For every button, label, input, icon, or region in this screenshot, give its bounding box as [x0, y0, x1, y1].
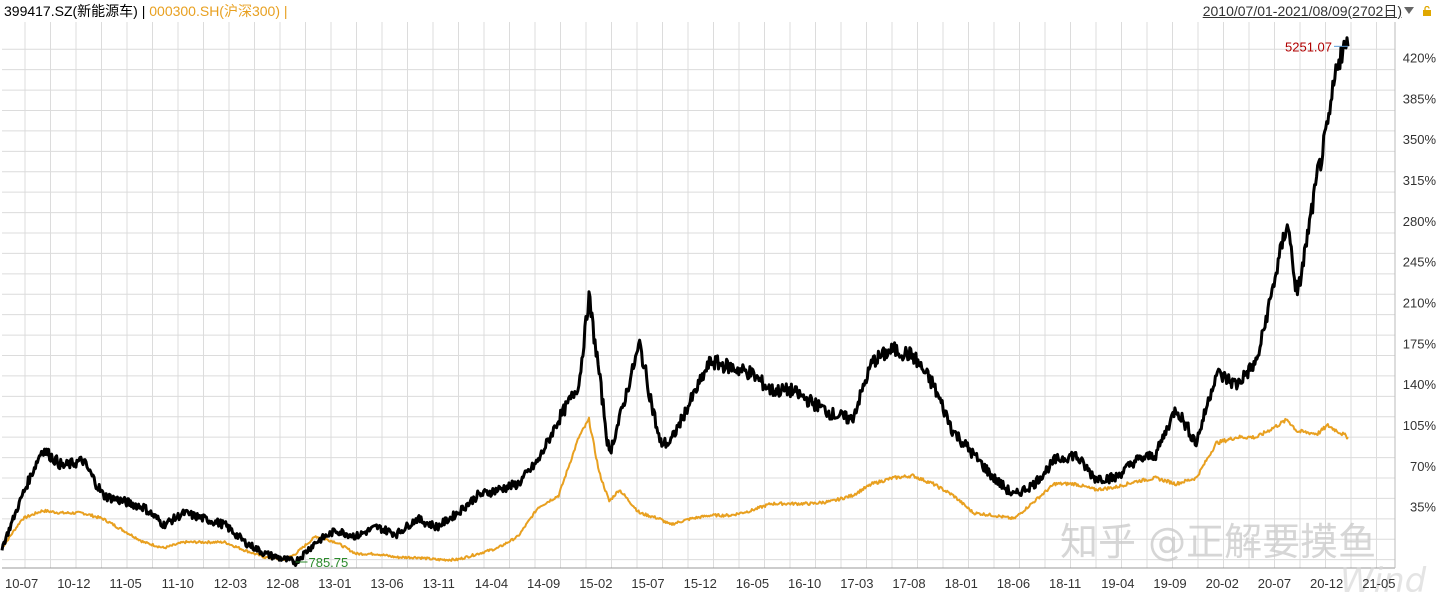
date-range-selector[interactable]: 2010/07/01-2021/08/09(2702日)	[1202, 3, 1402, 19]
y-tick-label: 385%	[1403, 91, 1437, 106]
legend-series-b[interactable]: 000300.SH(沪深300)	[149, 3, 280, 19]
x-tick-label: 11-05	[109, 576, 141, 591]
watermark: 知乎 @正解要摸鱼 Wind	[1060, 520, 1427, 598]
y-tick-label: 105%	[1403, 418, 1437, 433]
series-line-csi300	[1, 416, 1349, 562]
watermark-brand: Wind	[1340, 561, 1427, 598]
x-tick-label: 18-11	[1049, 576, 1081, 591]
x-tick-label: 12-03	[214, 576, 247, 591]
x-tick-label: 20-07	[1258, 576, 1291, 591]
series-legend: 399417.SZ(新能源车) | 000300.SH(沪深300) |	[4, 0, 288, 22]
y-tick-label: 280%	[1403, 214, 1437, 229]
x-tick-label: 15-07	[631, 576, 664, 591]
x-tick-label: 13-06	[370, 576, 403, 591]
y-tick-label: 245%	[1403, 255, 1437, 270]
x-tick-label: 19-09	[1153, 576, 1186, 591]
series-line-new-energy	[0, 36, 1350, 567]
x-tick-label: 16-05	[736, 576, 769, 591]
x-tick-label: 11-10	[162, 576, 194, 591]
chevron-down-icon[interactable]	[1404, 7, 1414, 14]
lock-icon[interactable]	[1422, 6, 1432, 16]
chart-header: 399417.SZ(新能源车) | 000300.SH(沪深300) | 201…	[0, 0, 1440, 22]
x-tick-label: 13-01	[318, 576, 351, 591]
x-tick-label: 10-12	[57, 576, 90, 591]
x-tick-label: 10-07	[5, 576, 38, 591]
y-tick-label: 175%	[1403, 336, 1437, 351]
x-tick-label: 20-02	[1206, 576, 1239, 591]
x-tick-label: 19-04	[1101, 576, 1134, 591]
x-tick-label: 15-12	[684, 576, 717, 591]
x-tick-label: 15-02	[579, 576, 612, 591]
x-tick-label: 14-09	[527, 576, 560, 591]
x-tick-label: 21-05	[1362, 576, 1395, 591]
x-tick-label: 12-08	[266, 576, 299, 591]
min-label: 785.75	[308, 555, 348, 570]
y-tick-label: 315%	[1403, 173, 1437, 188]
y-tick-label: 420%	[1403, 51, 1437, 66]
y-tick-label: 140%	[1403, 377, 1437, 392]
legend-separator-end: |	[283, 3, 288, 19]
y-tick-label: 350%	[1403, 132, 1437, 147]
y-tick-label: 210%	[1403, 296, 1437, 311]
y-tick-label: 70%	[1410, 459, 1436, 474]
x-tick-label: 14-04	[475, 576, 508, 591]
x-tick-label: 18-01	[945, 576, 978, 591]
x-tick-label: 17-08	[892, 576, 925, 591]
legend-separator: |	[141, 3, 146, 19]
x-tick-label: 13-11	[423, 576, 455, 591]
max-label: 5251.07	[1285, 39, 1332, 54]
y-tick-label: 35%	[1410, 500, 1436, 515]
x-tick-label: 18-06	[997, 576, 1030, 591]
watermark-text: 知乎 @正解要摸鱼	[1060, 520, 1376, 564]
legend-series-a[interactable]: 399417.SZ(新能源车)	[4, 3, 138, 19]
x-tick-label: 16-10	[788, 576, 821, 591]
x-tick-label: 20-12	[1310, 576, 1343, 591]
x-tick-label: 17-03	[840, 576, 873, 591]
